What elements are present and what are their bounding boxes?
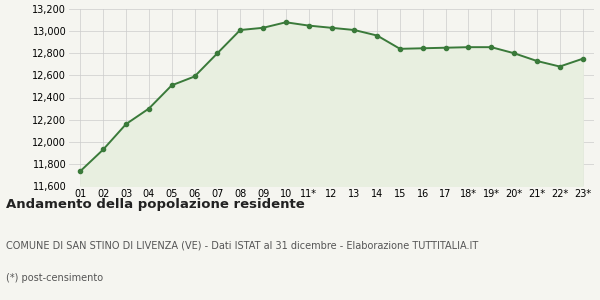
- Text: (*) post-censimento: (*) post-censimento: [6, 273, 103, 283]
- Text: Andamento della popolazione residente: Andamento della popolazione residente: [6, 198, 305, 211]
- Text: COMUNE DI SAN STINO DI LIVENZA (VE) - Dati ISTAT al 31 dicembre - Elaborazione T: COMUNE DI SAN STINO DI LIVENZA (VE) - Da…: [6, 240, 478, 250]
